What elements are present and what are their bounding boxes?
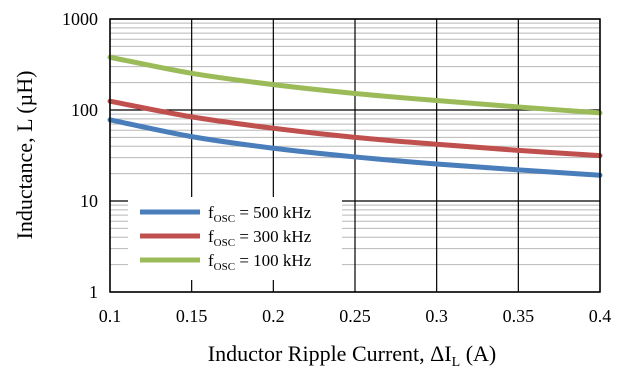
- tick-labels: 0.1 0.15 0.2 0.25 0.3 0.35 0.4 1 10 100 1000: [62, 9, 611, 326]
- series-300khz-line: [107, 98, 603, 159]
- series-layer: [107, 54, 603, 178]
- legend-label: fOSC = 300 kHz: [208, 227, 312, 249]
- x-tick-label: 0.3: [425, 306, 448, 326]
- y-tick-label: 100: [71, 100, 98, 120]
- x-tick-label: 0.15: [176, 306, 208, 326]
- y-tick-label: 1: [89, 282, 98, 302]
- x-tick-label: 0.2: [262, 306, 285, 326]
- x-axis-title: Inductor Ripple Current, ΔIL (A): [208, 341, 496, 370]
- series-500khz-line: [107, 117, 603, 178]
- plot-frame: [109, 18, 601, 293]
- x-tick-label: 0.25: [339, 306, 371, 326]
- x-axis-title-suffix: (A): [460, 341, 496, 366]
- y-tick-label: 10: [80, 191, 98, 211]
- x-axis-title-main: Inductor Ripple Current, ΔI: [208, 341, 452, 366]
- x-tick-label: 0.1: [99, 306, 122, 326]
- series-100khz-line: [107, 54, 603, 116]
- y-axis-title: Inductance, L (µH): [12, 71, 37, 240]
- x-axis-title-sub: L: [452, 355, 461, 370]
- x-tick-label: 0.35: [503, 306, 535, 326]
- legend-label: fOSC = 500 kHz: [208, 203, 312, 225]
- legend-label: fOSC = 100 kHz: [208, 251, 312, 273]
- x-tick-label: 0.4: [589, 306, 612, 326]
- y-tick-label: 1000: [62, 9, 98, 29]
